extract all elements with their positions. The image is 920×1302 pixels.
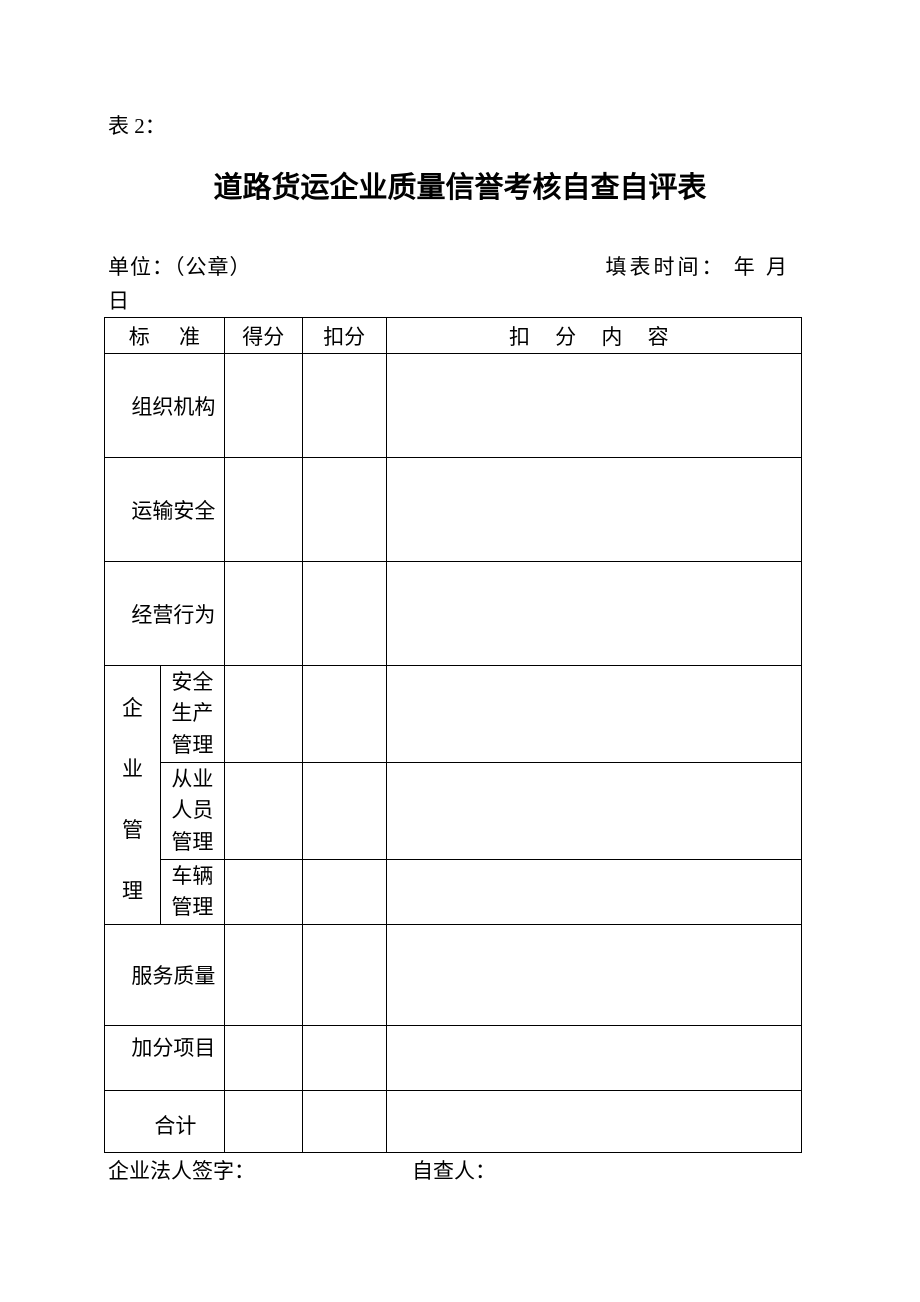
- cell-content: [386, 354, 801, 458]
- table-row: 车辆管理: [105, 860, 802, 925]
- footer-line: 企业法人签字： 自查人：: [100, 1155, 820, 1185]
- unit-label: 单位：（公章）: [108, 251, 252, 281]
- col-content: 扣 分 内 容: [386, 318, 801, 354]
- row-label: 组织机构: [105, 354, 225, 458]
- fill-time-label: 填表时间： 年 月: [606, 251, 791, 281]
- row-label: 服务质量: [105, 925, 225, 1026]
- table-row: 企 业 管 理 安全生产管理: [105, 666, 802, 763]
- cell-score: [224, 354, 302, 458]
- assessment-table: 标 准 得分 扣分 扣 分 内 容 组织机构 运输安全 经营行为 企 业 管 理…: [104, 317, 802, 1153]
- cell-content: [386, 458, 801, 562]
- cell-deduct: [302, 354, 386, 458]
- col-deduct: 扣分: [302, 318, 386, 354]
- table-label: 表 2：: [100, 110, 820, 140]
- cell-score: [224, 1091, 302, 1153]
- cell-score: [224, 666, 302, 763]
- cell-deduct: [302, 458, 386, 562]
- table-row: 运输安全: [105, 458, 802, 562]
- row-label: 运输安全: [105, 458, 225, 562]
- header-line: 单位：（公章） 填表时间： 年 月: [100, 251, 820, 281]
- table-row: 合计: [105, 1091, 802, 1153]
- cell-content: [386, 1026, 801, 1091]
- sub-label: 车辆管理: [160, 860, 224, 925]
- inspector-label: 自查人：: [412, 1155, 496, 1185]
- cell-score: [224, 562, 302, 666]
- cell-content: [386, 1091, 801, 1153]
- row-label: 合计: [105, 1091, 225, 1153]
- cell-deduct: [302, 562, 386, 666]
- day-label: 日: [100, 285, 820, 315]
- sub-label: 安全生产管理: [160, 666, 224, 763]
- cell-deduct: [302, 666, 386, 763]
- table-row: 组织机构: [105, 354, 802, 458]
- row-label: 加分项目: [105, 1026, 225, 1091]
- cell-deduct: [302, 925, 386, 1026]
- col-standard: 标 准: [105, 318, 225, 354]
- cell-score: [224, 458, 302, 562]
- cell-content: [386, 562, 801, 666]
- table-row: 加分项目: [105, 1026, 802, 1091]
- cell-deduct: [302, 763, 386, 860]
- table-header-row: 标 准 得分 扣分 扣 分 内 容: [105, 318, 802, 354]
- cell-score: [224, 1026, 302, 1091]
- cell-deduct: [302, 860, 386, 925]
- table-row: 经营行为: [105, 562, 802, 666]
- cell-deduct: [302, 1091, 386, 1153]
- cell-content: [386, 763, 801, 860]
- cell-score: [224, 925, 302, 1026]
- cell-score: [224, 763, 302, 860]
- signature-label: 企业法人签字：: [108, 1155, 412, 1185]
- col-score: 得分: [224, 318, 302, 354]
- sub-label: 从业人员管理: [160, 763, 224, 860]
- table-row: 从业人员管理: [105, 763, 802, 860]
- cell-content: [386, 925, 801, 1026]
- cell-deduct: [302, 1026, 386, 1091]
- cell-content: [386, 666, 801, 763]
- cell-content: [386, 860, 801, 925]
- table-row: 服务质量: [105, 925, 802, 1026]
- row-label: 经营行为: [105, 562, 225, 666]
- main-title: 道路货运企业质量信誉考核自查自评表: [100, 164, 820, 206]
- cell-score: [224, 860, 302, 925]
- group-label: 企 业 管 理: [105, 666, 161, 925]
